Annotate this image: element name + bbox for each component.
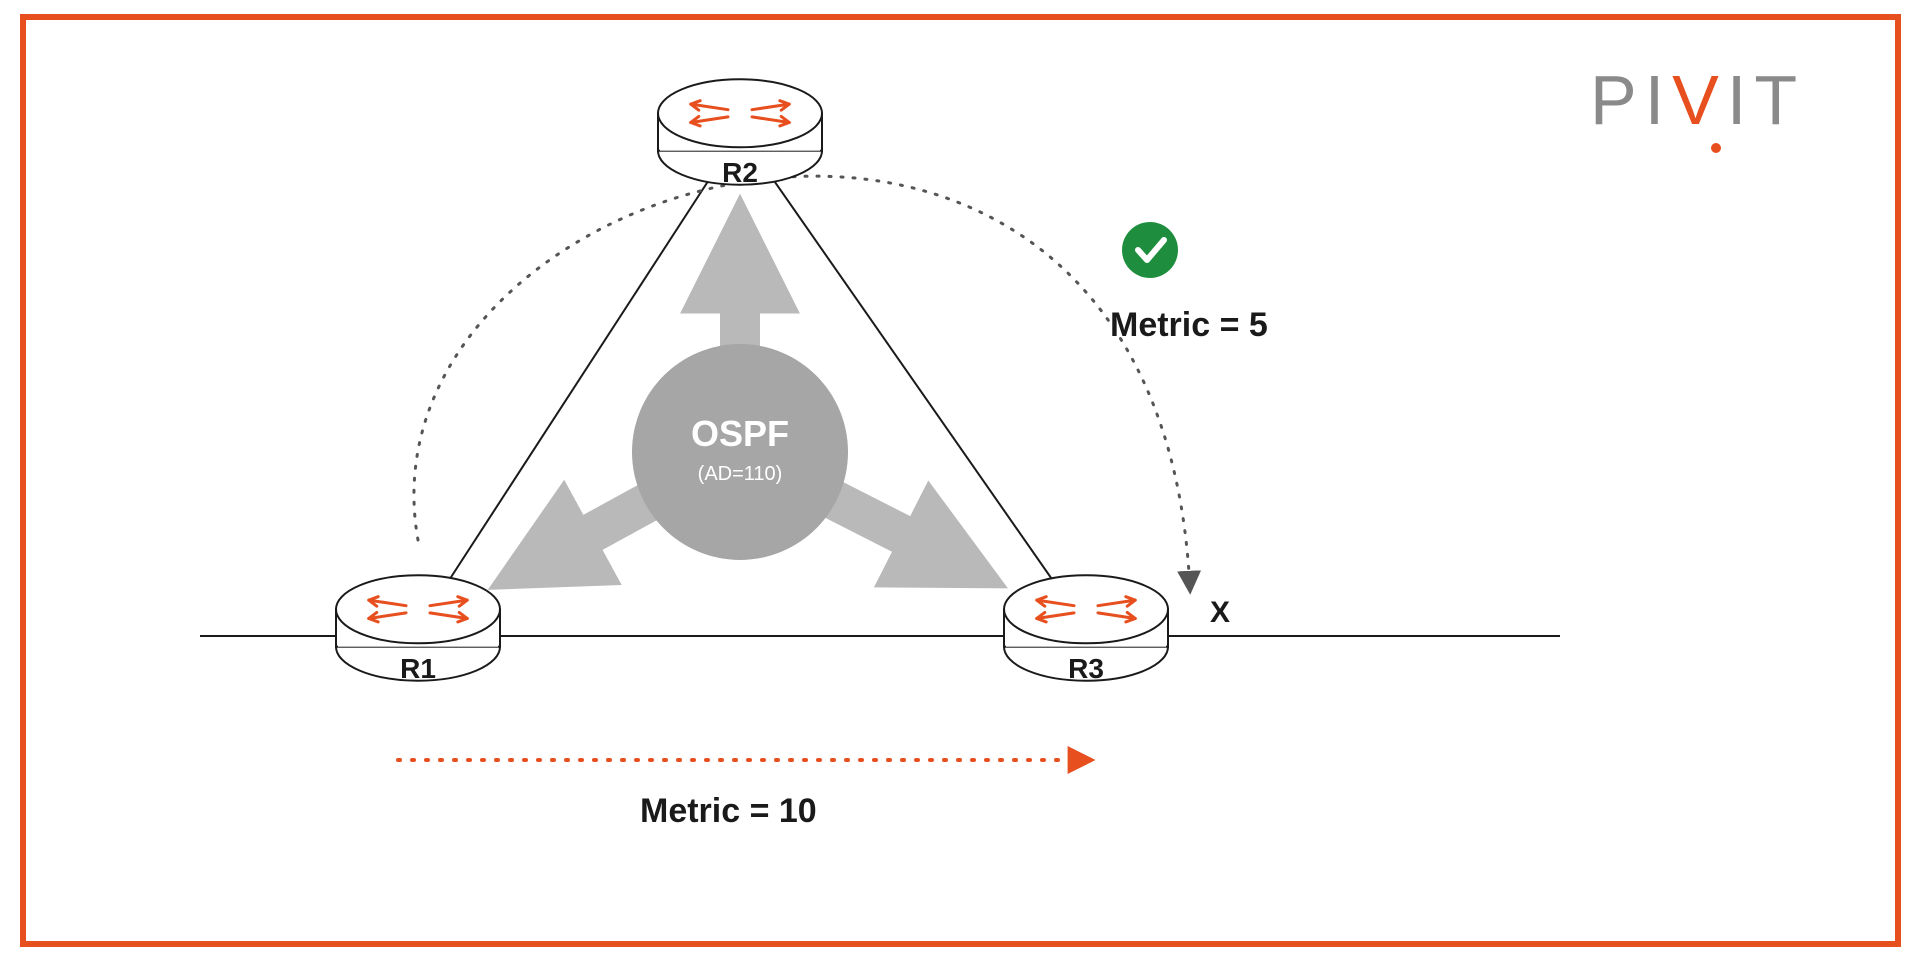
router-label-r2: R2 [680, 157, 800, 189]
router-label-r3: R3 [1026, 653, 1146, 685]
label-destination-x: X [1210, 596, 1230, 630]
check-circle [1122, 222, 1178, 278]
ospf-node: OSPF (AD=110) [632, 344, 848, 560]
router-label-r1: R1 [358, 653, 478, 685]
label-metric-10: Metric = 10 [640, 792, 817, 831]
check-badge-icon [1122, 222, 1178, 278]
network-diagram: OSPF (AD=110) [0, 0, 1921, 961]
ospf-title: OSPF [691, 413, 789, 454]
label-metric-5: Metric = 5 [1110, 306, 1268, 345]
ospf-subtitle: (AD=110) [698, 463, 783, 485]
